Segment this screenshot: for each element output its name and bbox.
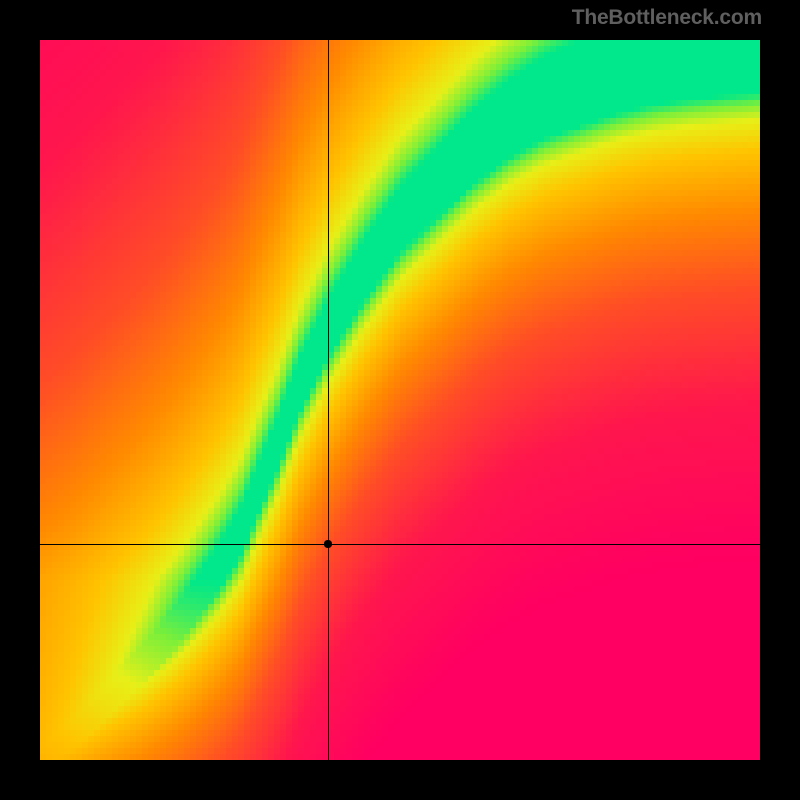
chart-frame: TheBottleneck.com (0, 0, 800, 800)
bottleneck-heatmap (40, 40, 760, 760)
attribution-text: TheBottleneck.com (572, 6, 762, 30)
